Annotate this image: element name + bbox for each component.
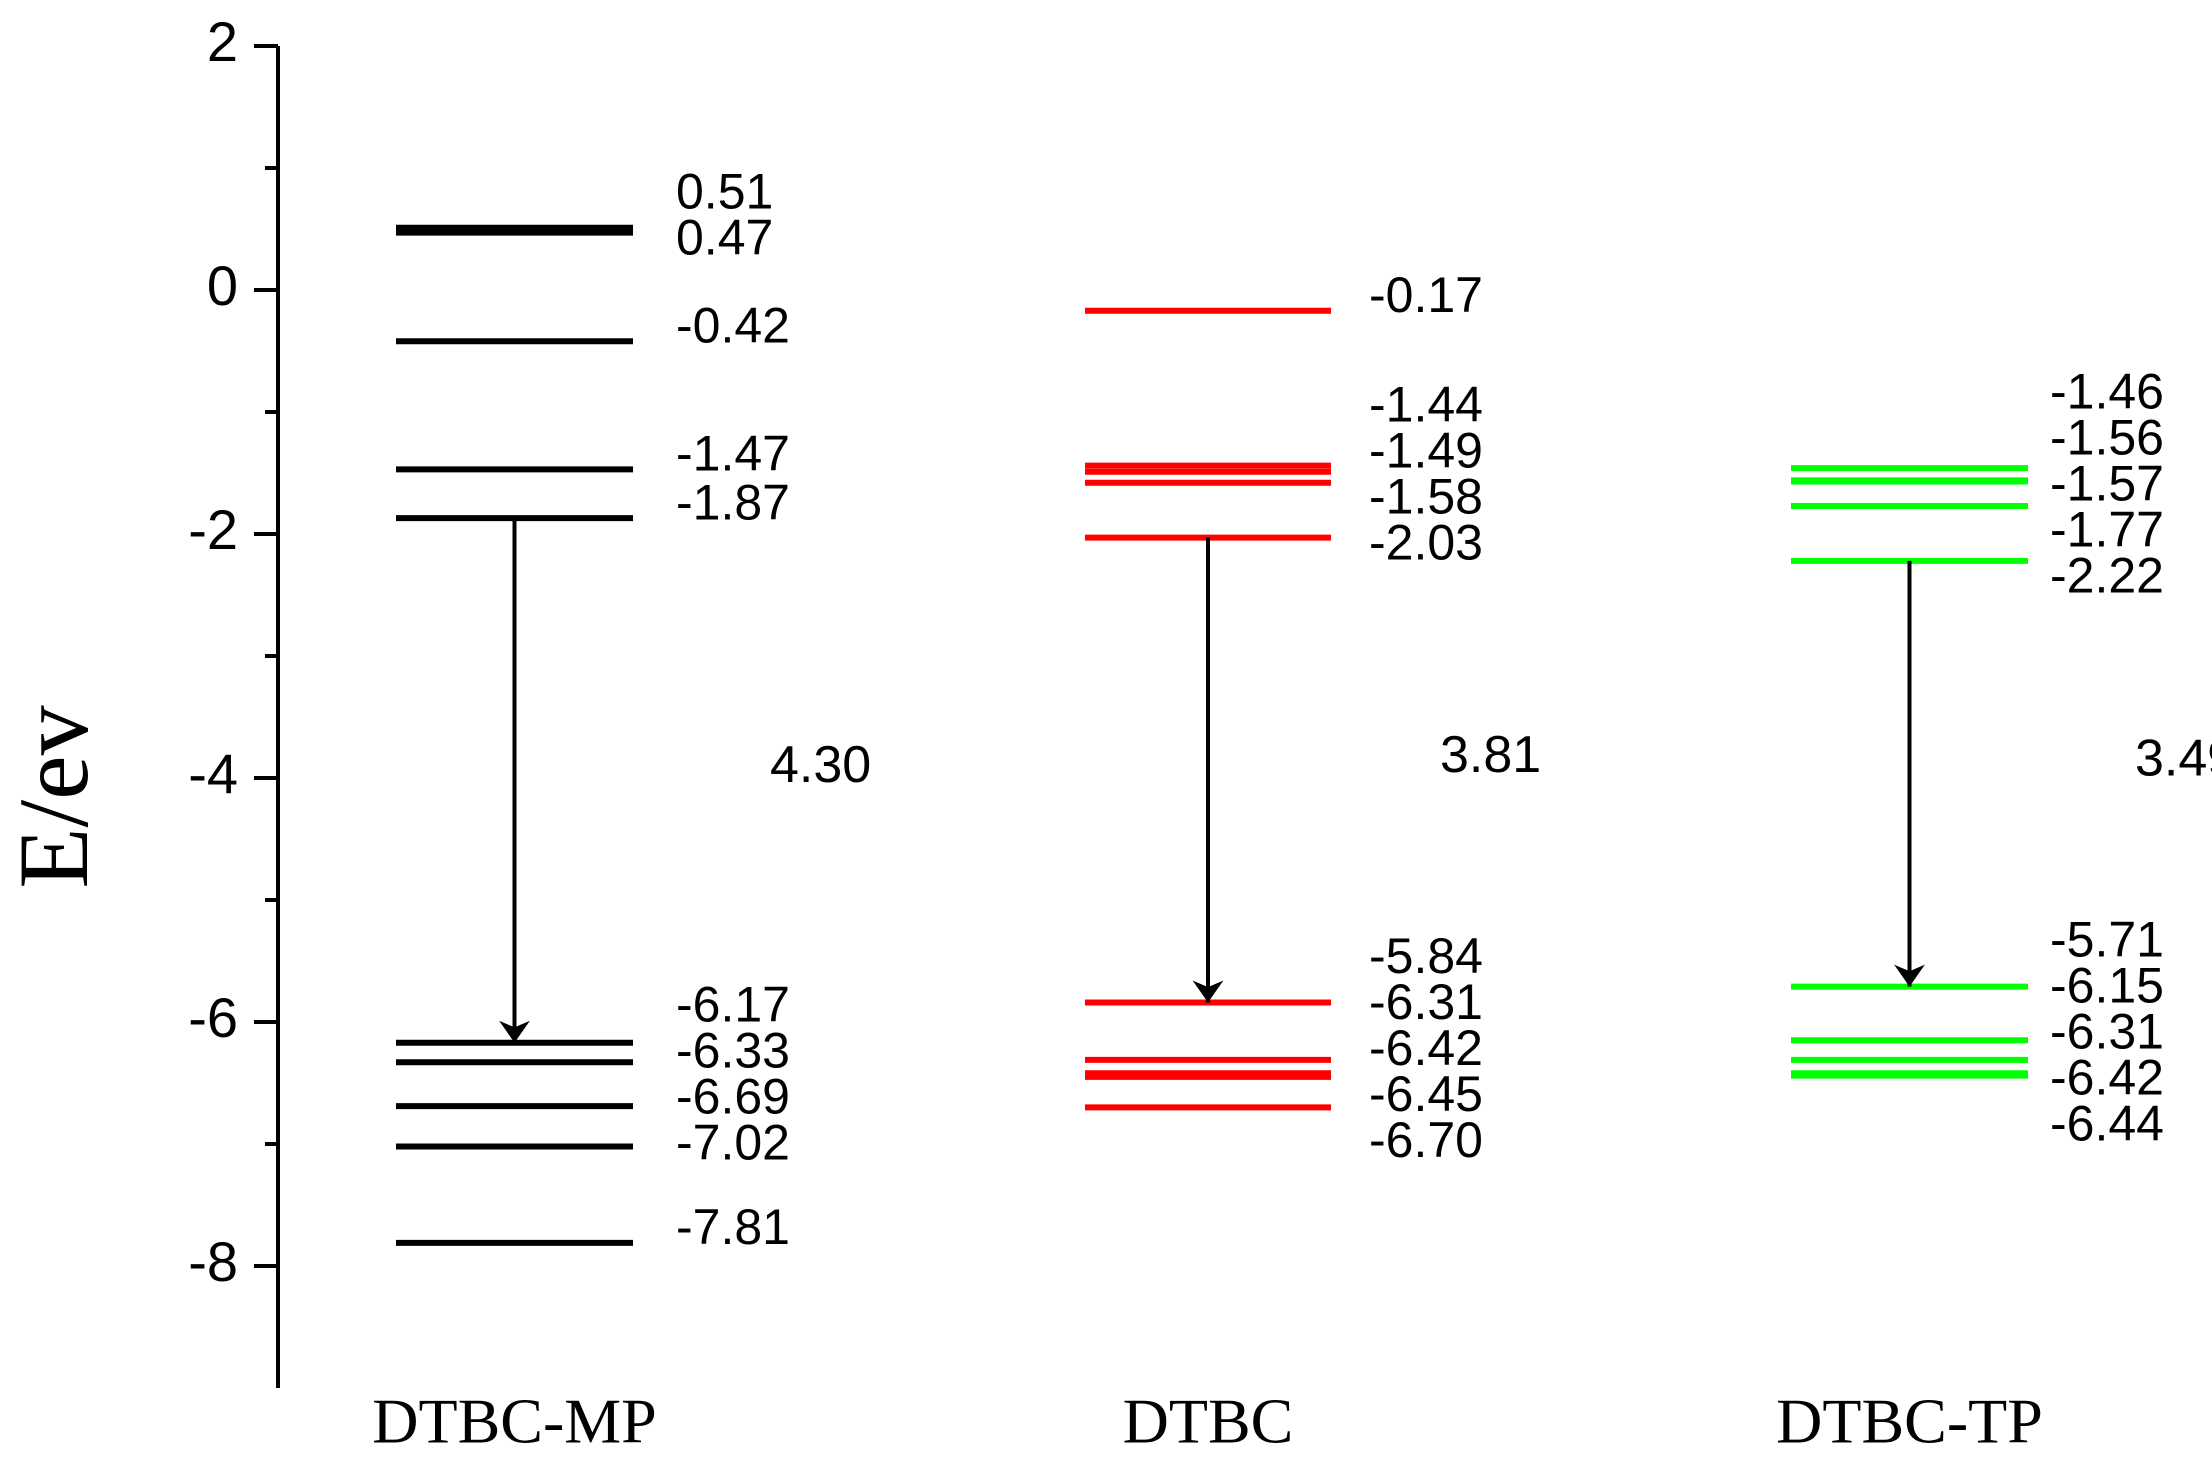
gap-label: 3.81 xyxy=(1440,726,1541,784)
y-tick-label: -4 xyxy=(188,742,238,805)
value-label: -1.58 xyxy=(1369,469,1483,525)
y-tick-label: -8 xyxy=(188,1230,238,1293)
value-label: -6.15 xyxy=(2050,957,2164,1013)
value-label: -6.42 xyxy=(1369,1020,1483,1076)
value-label: -6.42 xyxy=(2050,1049,2164,1105)
value-label: -6.31 xyxy=(1369,974,1483,1030)
value-label: -0.17 xyxy=(1369,267,1483,323)
value-label: -1.44 xyxy=(1369,377,1483,433)
category-label: DTBC-MP xyxy=(372,1386,657,1457)
y-tick-label: -2 xyxy=(188,498,238,561)
y-tick-label: 0 xyxy=(207,254,238,317)
value-label: -7.02 xyxy=(676,1115,790,1171)
gap-label: 3.49 xyxy=(2135,729,2212,787)
value-label: -1.57 xyxy=(2050,456,2164,512)
y-axis-label: E/ev xyxy=(0,705,109,888)
value-label: -6.45 xyxy=(1369,1066,1483,1122)
category-label: DTBC-TP xyxy=(1776,1386,2043,1457)
value-label: -1.46 xyxy=(2050,364,2164,420)
value-label: -6.44 xyxy=(2050,1095,2164,1151)
value-label: -1.87 xyxy=(676,474,790,530)
value-label: -6.17 xyxy=(676,977,790,1033)
value-label: -5.84 xyxy=(1369,928,1483,984)
value-label: -7.81 xyxy=(676,1199,790,1255)
value-label: -2.22 xyxy=(2050,548,2164,604)
y-tick-label: 2 xyxy=(207,10,238,73)
value-label: -6.33 xyxy=(676,1023,790,1079)
value-label: -1.49 xyxy=(1369,423,1483,479)
value-label: -6.31 xyxy=(2050,1003,2164,1059)
value-label: -0.42 xyxy=(676,297,790,353)
value-label: 0.51 xyxy=(676,163,773,219)
value-label: -1.77 xyxy=(2050,502,2164,558)
value-label: -1.47 xyxy=(676,426,790,482)
value-label: -5.71 xyxy=(2050,911,2164,967)
value-label: -1.56 xyxy=(2050,410,2164,466)
value-label: -6.69 xyxy=(676,1069,790,1125)
value-label: 0.47 xyxy=(676,209,773,265)
y-tick-label: -6 xyxy=(188,986,238,1049)
value-label: -2.03 xyxy=(1369,515,1483,571)
gap-label: 4.30 xyxy=(770,736,871,794)
value-label: -6.70 xyxy=(1369,1112,1483,1168)
category-label: DTBC xyxy=(1123,1386,1294,1457)
